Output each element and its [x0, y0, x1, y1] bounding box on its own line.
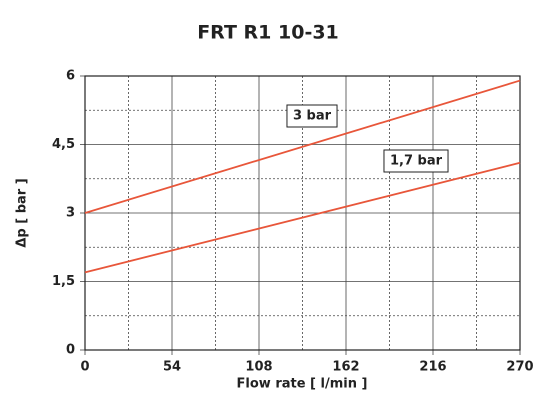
- y-tick-label: 1,5: [52, 274, 75, 289]
- line-label: 1,7 bar: [390, 154, 443, 169]
- y-axis-label: Δp [ bar ]: [15, 178, 30, 247]
- x-axis-label: Flow rate [ l/min ]: [237, 377, 368, 392]
- line-label: 3 bar: [293, 109, 332, 124]
- x-tick-label: 162: [332, 360, 359, 375]
- y-tick-label: 4,5: [52, 137, 75, 152]
- line-label-box: [286, 104, 338, 128]
- x-tick-label: 0: [80, 360, 89, 375]
- x-tick-label: 54: [163, 360, 181, 375]
- x-tick-label: 270: [506, 360, 533, 375]
- chart-title: FRT R1 10-31: [197, 22, 339, 44]
- y-tick-label: 3: [66, 206, 75, 221]
- x-tick-label: 108: [245, 360, 272, 375]
- y-tick-label: 0: [66, 343, 75, 358]
- data-line: [84, 79, 521, 214]
- x-tick-label: 216: [419, 360, 446, 375]
- data-line: [84, 161, 521, 274]
- line-label-box: [383, 149, 449, 173]
- y-tick-label: 6: [66, 69, 75, 84]
